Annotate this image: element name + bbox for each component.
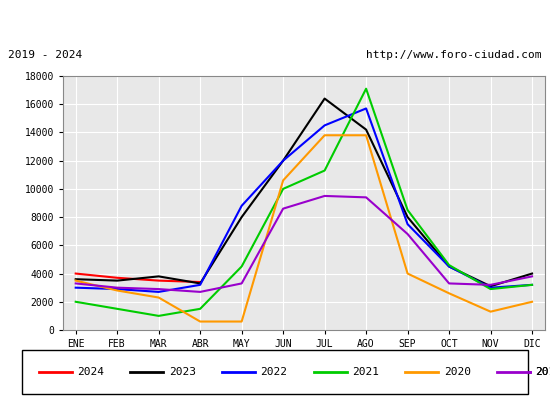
Text: 2024: 2024 bbox=[77, 367, 104, 377]
Text: 2024: 2024 bbox=[77, 367, 104, 377]
Text: 2021: 2021 bbox=[352, 367, 379, 377]
Text: Evolucion Nº Turistas Nacionales en el municipio de Santa Cristina d'Aro: Evolucion Nº Turistas Nacionales en el m… bbox=[0, 14, 550, 28]
Text: 2021: 2021 bbox=[352, 367, 379, 377]
Text: http://www.foro-ciudad.com: http://www.foro-ciudad.com bbox=[366, 50, 542, 60]
Text: 2019: 2019 bbox=[535, 367, 550, 377]
Text: 2020: 2020 bbox=[444, 367, 471, 377]
Text: 2019: 2019 bbox=[535, 367, 550, 377]
Text: 2022: 2022 bbox=[260, 367, 287, 377]
Text: 2023: 2023 bbox=[169, 367, 196, 377]
Text: 2020: 2020 bbox=[444, 367, 471, 377]
Text: 2022: 2022 bbox=[260, 367, 287, 377]
Text: 2023: 2023 bbox=[169, 367, 196, 377]
Text: 2019 - 2024: 2019 - 2024 bbox=[8, 50, 82, 60]
